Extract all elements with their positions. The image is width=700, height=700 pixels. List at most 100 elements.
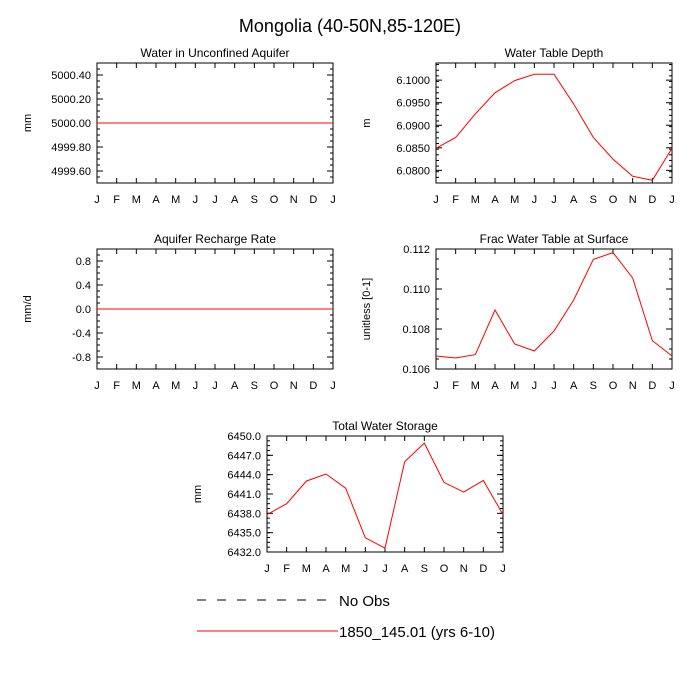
y-tick-label: 6432.0	[227, 547, 261, 559]
y-tick-label: 4999.80	[51, 142, 91, 154]
x-tick-label: A	[231, 194, 239, 206]
x-tick-label: J	[94, 194, 100, 206]
x-tick-label: S	[590, 194, 597, 206]
x-tick-label: J	[500, 563, 506, 575]
x-tick-label: M	[302, 563, 311, 575]
x-tick-label: O	[440, 563, 449, 575]
plot-frame	[435, 62, 673, 184]
y-axis-label: mm	[192, 485, 204, 503]
y-tick-label: 0.106	[402, 364, 430, 376]
x-tick-label: J	[193, 194, 199, 206]
x-tick-label: M	[171, 194, 180, 206]
legend-model-label: 1850_145.01 (yrs 6-10)	[339, 624, 495, 641]
y-tick-label: 0.110	[403, 284, 430, 296]
panel-title: Aquifer Recharge Rate	[154, 232, 276, 246]
x-tick-label: S	[251, 380, 258, 392]
y-tick-label: 0.0	[76, 304, 91, 316]
x-tick-label: J	[264, 563, 270, 575]
x-tick-label: A	[152, 380, 160, 392]
x-tick-label: D	[479, 563, 487, 575]
y-tick-label: 6441.0	[227, 489, 261, 501]
x-tick-label: F	[113, 380, 120, 392]
x-tick-label: D	[309, 194, 317, 206]
x-tick-label: A	[491, 194, 499, 206]
legend-no-obs-label: No Obs	[339, 593, 390, 610]
x-tick-label: M	[132, 380, 141, 392]
x-tick-label: M	[171, 380, 180, 392]
plot-frame	[435, 248, 673, 370]
x-tick-label: O	[609, 194, 618, 206]
y-tick-label: 0.112	[403, 244, 430, 256]
y-tick-label: 6447.0	[227, 450, 261, 462]
x-tick-label: F	[452, 194, 459, 206]
y-tick-label: 0.4	[76, 280, 91, 292]
x-tick-label: J	[532, 380, 538, 392]
y-tick-label: 6444.0	[227, 470, 261, 482]
x-tick-label: N	[290, 194, 298, 206]
y-tick-label: 6435.0	[227, 528, 261, 540]
series-line	[435, 252, 673, 359]
x-tick-label: A	[152, 194, 160, 206]
y-axis-label: mm/d	[22, 295, 34, 323]
x-tick-label: A	[401, 563, 409, 575]
x-tick-label: J	[94, 380, 100, 392]
x-tick-label: N	[629, 194, 637, 206]
x-tick-label: O	[270, 194, 279, 206]
x-tick-label: J	[212, 380, 218, 392]
x-tick-label: S	[421, 563, 428, 575]
x-tick-label: J	[532, 194, 538, 206]
plot-frame	[266, 435, 504, 553]
y-tick-label: 5000.40	[51, 70, 91, 82]
series-line	[266, 442, 504, 549]
x-tick-label: S	[251, 194, 258, 206]
x-tick-label: N	[290, 380, 298, 392]
y-tick-label: 0.8	[76, 256, 91, 268]
x-tick-label: J	[669, 380, 675, 392]
x-tick-label: N	[629, 380, 637, 392]
y-tick-label: -0.4	[72, 328, 91, 340]
x-tick-label: J	[212, 194, 218, 206]
y-tick-label: 6450.0	[227, 431, 261, 443]
series-line	[435, 73, 673, 181]
y-tick-label: 6.0850	[396, 143, 430, 155]
legend: No Obs 1850_145.01 (yrs 6-10)	[197, 593, 495, 641]
y-tick-label: 6.0900	[396, 120, 430, 132]
x-tick-label: A	[491, 380, 499, 392]
y-tick-label: 5000.20	[51, 94, 91, 106]
x-tick-label: M	[510, 194, 519, 206]
panel-title: Frac Water Table at Surface	[480, 232, 629, 246]
y-axis-label: mm	[22, 114, 34, 132]
x-tick-label: J	[193, 380, 199, 392]
y-tick-label: 0.108	[402, 324, 430, 336]
x-tick-label: N	[460, 563, 468, 575]
y-axis-label: unitless [0-1]	[361, 278, 373, 340]
y-tick-label: 6.0950	[396, 98, 430, 110]
y-tick-label: 5000.00	[51, 118, 91, 130]
panel-title: Water Table Depth	[505, 46, 604, 60]
x-tick-label: J	[330, 380, 336, 392]
x-tick-label: J	[669, 194, 675, 206]
x-tick-label: M	[132, 194, 141, 206]
x-tick-label: A	[322, 563, 330, 575]
x-tick-label: M	[471, 194, 480, 206]
x-tick-label: O	[609, 380, 618, 392]
y-tick-label: 6.0800	[396, 165, 430, 177]
x-tick-label: J	[433, 380, 439, 392]
y-tick-label: 6.1000	[396, 75, 430, 87]
panel-title: Total Water Storage	[332, 419, 438, 433]
y-axis-label: m	[361, 118, 373, 127]
x-tick-label: S	[590, 380, 597, 392]
x-tick-label: D	[648, 194, 656, 206]
x-tick-label: M	[510, 380, 519, 392]
x-tick-label: A	[570, 380, 578, 392]
x-tick-label: F	[113, 194, 120, 206]
figure-title: Mongolia (40-50N,85-120E)	[239, 16, 461, 36]
panel-title: Water in Unconfined Aquifer	[141, 46, 290, 60]
x-tick-label: A	[570, 194, 578, 206]
y-tick-label: 6438.0	[227, 508, 261, 520]
x-tick-label: J	[330, 194, 336, 206]
